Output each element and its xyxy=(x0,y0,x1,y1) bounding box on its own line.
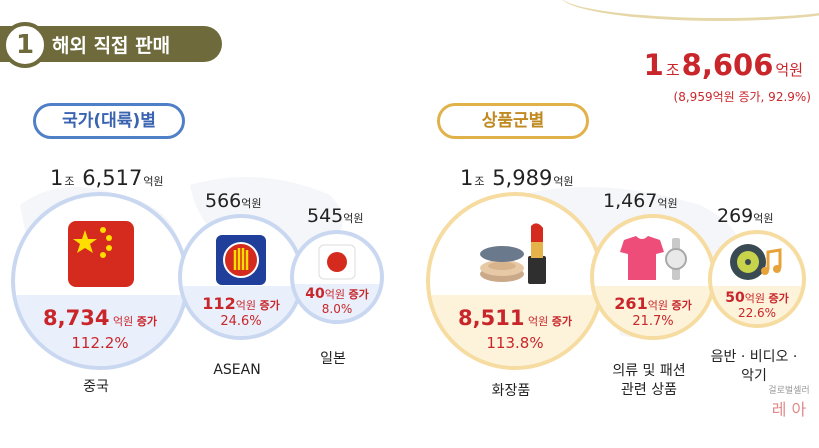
asean-label: ASEAN xyxy=(213,362,261,378)
apparel-label-line2: 관련 상품 xyxy=(621,382,677,398)
music-increase: 50억원 증가 xyxy=(725,290,789,306)
corner-brand-text: 레 아 xyxy=(771,400,807,419)
asean-circle: 112억원 증가 24.6% xyxy=(178,214,304,340)
asean-flag-icon xyxy=(216,235,266,285)
apparel-percent: 21.7% xyxy=(632,314,674,329)
corner-watermark: 걸로벌셀러 레 아 xyxy=(764,383,814,443)
product-category-label: 상품군별 xyxy=(437,103,589,139)
japan-flag-icon xyxy=(318,244,356,280)
asean-amount: 566억원 xyxy=(205,190,262,212)
asean-increase: 112억원 증가 xyxy=(202,294,280,313)
china-circle: 8,734 억원 증가 112.2% xyxy=(11,192,189,370)
music-circle: 50억원 증가 22.6% xyxy=(708,230,806,328)
apparel-amount: 1,467억원 xyxy=(603,190,678,212)
apparel-circle: 261억원 증가 21.7% xyxy=(590,214,716,340)
section-title: 해외 직접 판매 xyxy=(52,35,171,57)
japan-label: 일본 xyxy=(320,351,346,367)
japan-amount: 545억원 xyxy=(307,205,364,227)
cosmetics-amount: 1조 5,989억원 xyxy=(460,166,574,190)
music-percent: 22.6% xyxy=(737,306,777,320)
asean-percent: 24.6% xyxy=(220,314,262,329)
music-label: 음반 · 비디오 · 악기 xyxy=(704,348,804,386)
china-flag-icon xyxy=(68,221,134,287)
china-amount: 1조 6,517억원 xyxy=(50,166,164,190)
apparel-label: 의류 및 패션 관련 상품 xyxy=(596,362,702,400)
music-label-line1: 음반 · 비디오 · xyxy=(710,349,798,365)
china-increase: 8,734 억원 증가 xyxy=(43,306,157,330)
china-percent: 112.2% xyxy=(71,334,129,352)
total-subtitle: (8,959억원 증가, 92.9%) xyxy=(673,90,811,104)
country-category-label: 국가(대륙)별 xyxy=(33,103,185,139)
cosmetics-increase: 8,511 억원 증가 xyxy=(458,306,572,330)
japan-increase: 40억원 증가 xyxy=(305,286,369,302)
decorative-swoosh xyxy=(560,0,819,21)
apparel-increase: 261억원 증가 xyxy=(614,294,692,313)
cosmetics-icon xyxy=(480,223,546,284)
japan-circle: 40억원 증가 8.0% xyxy=(290,230,384,324)
cosmetics-label: 화장품 xyxy=(491,383,531,399)
cosmetics-percent: 113.8% xyxy=(486,334,544,352)
japan-percent: 8.0% xyxy=(321,302,353,316)
music-disc-icon xyxy=(730,244,782,280)
apparel-label-line1: 의류 및 패션 xyxy=(612,363,686,379)
china-label: 중국 xyxy=(83,379,109,395)
music-label-line2: 악기 xyxy=(741,368,767,384)
apparel-watch-icon xyxy=(620,236,687,280)
total-amount: 1 조8,606 억원 xyxy=(643,48,803,82)
section-number-badge: 1 xyxy=(2,22,48,68)
music-amount: 269억원 xyxy=(717,205,774,227)
corner-small-text: 걸로벌셀러 xyxy=(768,386,810,396)
cosmetics-circle: 8,511 억원 증가 113.8% xyxy=(426,192,604,370)
